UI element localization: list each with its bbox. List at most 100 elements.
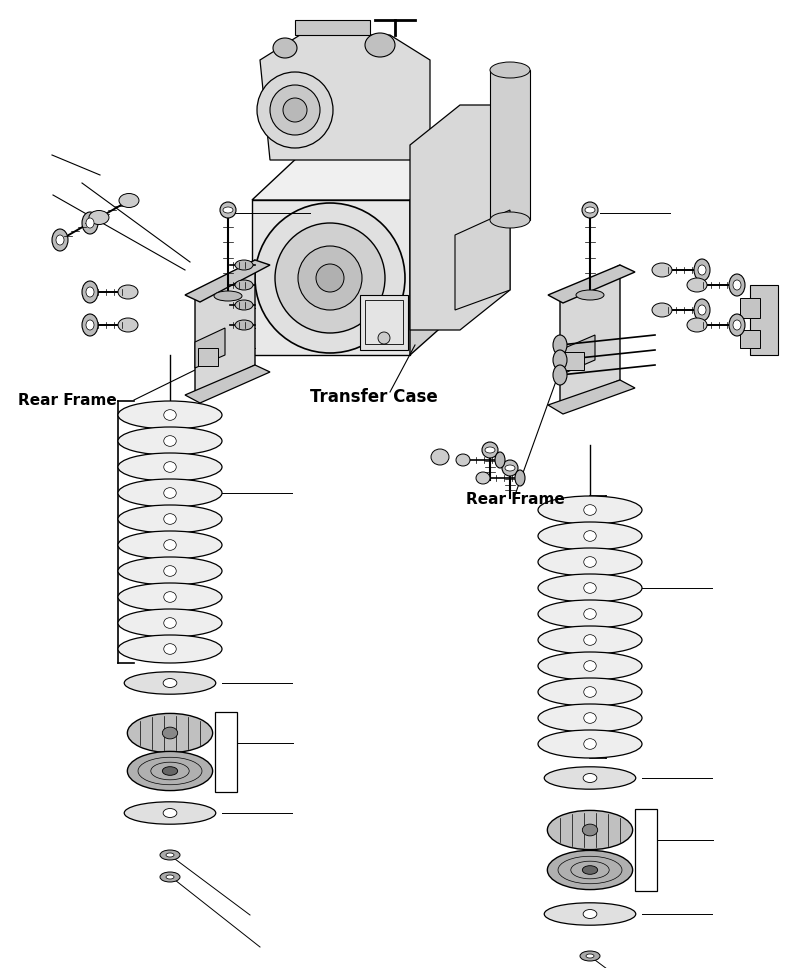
Text: Rear Frame: Rear Frame	[466, 492, 565, 507]
Ellipse shape	[694, 259, 710, 281]
Ellipse shape	[298, 246, 362, 310]
Ellipse shape	[283, 98, 307, 122]
Bar	[215, 712, 237, 792]
Polygon shape	[560, 335, 595, 375]
Ellipse shape	[538, 574, 642, 602]
Ellipse shape	[553, 365, 567, 385]
Ellipse shape	[255, 203, 405, 353]
Polygon shape	[560, 265, 620, 405]
Ellipse shape	[538, 730, 642, 758]
Bar	[198, 348, 218, 366]
Bar	[634, 809, 657, 891]
Bar	[740, 330, 760, 348]
Ellipse shape	[553, 350, 567, 370]
Ellipse shape	[583, 773, 597, 782]
Ellipse shape	[729, 274, 745, 296]
Ellipse shape	[82, 314, 98, 336]
Ellipse shape	[166, 875, 174, 879]
Ellipse shape	[652, 263, 672, 277]
Bar	[360, 295, 408, 350]
Ellipse shape	[584, 661, 596, 672]
Text: Transfer Case: Transfer Case	[310, 388, 438, 406]
Ellipse shape	[584, 686, 596, 697]
Ellipse shape	[257, 72, 333, 148]
Ellipse shape	[698, 305, 706, 315]
Ellipse shape	[505, 465, 515, 471]
Bar	[562, 352, 584, 370]
Ellipse shape	[52, 229, 68, 251]
Ellipse shape	[118, 285, 138, 299]
Ellipse shape	[118, 453, 222, 481]
Ellipse shape	[160, 872, 180, 882]
Ellipse shape	[547, 810, 633, 850]
Ellipse shape	[119, 194, 139, 207]
Ellipse shape	[582, 865, 598, 874]
Ellipse shape	[82, 281, 98, 303]
Ellipse shape	[89, 210, 109, 225]
Text: Rear Frame: Rear Frame	[18, 393, 116, 408]
Ellipse shape	[476, 472, 490, 484]
Ellipse shape	[456, 454, 470, 466]
Polygon shape	[252, 200, 410, 355]
Ellipse shape	[118, 557, 222, 585]
Polygon shape	[185, 365, 270, 403]
Ellipse shape	[586, 954, 594, 958]
Ellipse shape	[118, 318, 138, 332]
Ellipse shape	[164, 591, 177, 602]
Ellipse shape	[162, 727, 177, 739]
Ellipse shape	[124, 672, 215, 694]
Bar	[490, 70, 530, 220]
Ellipse shape	[553, 335, 567, 355]
Ellipse shape	[275, 223, 385, 333]
Polygon shape	[195, 328, 225, 368]
Ellipse shape	[164, 540, 177, 551]
Ellipse shape	[365, 33, 395, 57]
Ellipse shape	[582, 824, 598, 836]
Ellipse shape	[538, 522, 642, 550]
Ellipse shape	[544, 903, 636, 925]
Ellipse shape	[584, 583, 596, 593]
Ellipse shape	[164, 514, 177, 525]
Ellipse shape	[584, 739, 596, 749]
Ellipse shape	[490, 212, 530, 228]
Ellipse shape	[580, 951, 600, 961]
Polygon shape	[185, 260, 270, 302]
Ellipse shape	[164, 436, 177, 446]
Ellipse shape	[502, 460, 518, 476]
Bar	[740, 298, 760, 318]
Ellipse shape	[547, 851, 633, 890]
Ellipse shape	[214, 291, 242, 301]
Ellipse shape	[86, 218, 94, 228]
Ellipse shape	[118, 505, 222, 533]
Polygon shape	[295, 20, 370, 35]
Ellipse shape	[733, 320, 741, 330]
Ellipse shape	[538, 600, 642, 628]
Polygon shape	[195, 260, 255, 395]
Ellipse shape	[118, 609, 222, 637]
Polygon shape	[252, 155, 455, 200]
Ellipse shape	[584, 504, 596, 515]
Ellipse shape	[118, 583, 222, 611]
Ellipse shape	[118, 635, 222, 663]
Ellipse shape	[544, 767, 636, 789]
Ellipse shape	[538, 548, 642, 576]
Ellipse shape	[164, 488, 177, 499]
Ellipse shape	[235, 300, 253, 310]
Ellipse shape	[235, 280, 253, 290]
Ellipse shape	[118, 401, 222, 429]
Ellipse shape	[687, 318, 707, 332]
Ellipse shape	[584, 712, 596, 723]
Ellipse shape	[56, 235, 64, 245]
Ellipse shape	[128, 751, 212, 791]
Ellipse shape	[538, 652, 642, 680]
Ellipse shape	[118, 479, 222, 507]
Ellipse shape	[698, 265, 706, 275]
Ellipse shape	[273, 38, 297, 58]
Ellipse shape	[576, 290, 604, 300]
Polygon shape	[455, 210, 510, 310]
Polygon shape	[410, 155, 455, 355]
Ellipse shape	[482, 442, 498, 458]
Ellipse shape	[164, 409, 177, 420]
Ellipse shape	[164, 618, 177, 628]
Ellipse shape	[431, 449, 449, 465]
